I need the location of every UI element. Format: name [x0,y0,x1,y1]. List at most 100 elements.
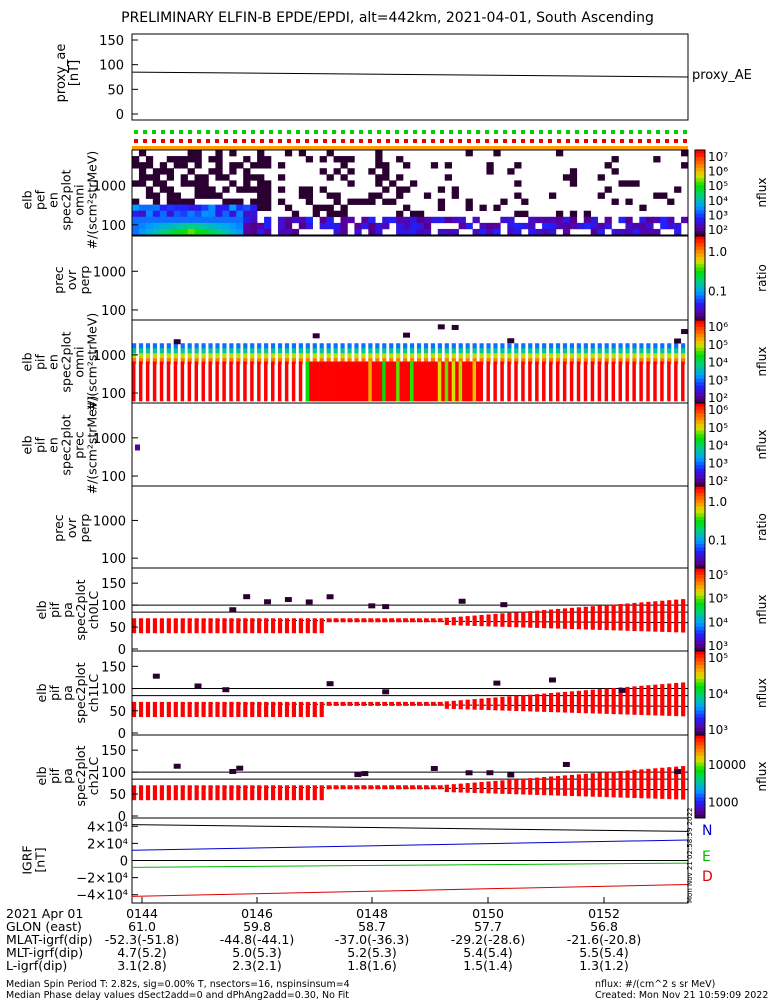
heatmap-cell [201,353,206,360]
heatmap-cell [243,186,251,193]
heatmap-cell [368,361,372,402]
heatmap-cell [625,358,630,365]
heatmap-cell [159,180,168,187]
ylabel-panel-8: elb [34,766,49,785]
heatmap-cell [173,353,178,360]
heatmap-cell [333,701,339,706]
xaxis-row-value: 0144 [126,906,158,921]
heatmap-cell [451,186,459,193]
heatmap-cell [187,228,195,236]
colorbar-cell [695,250,705,254]
heatmap-cell [562,775,568,796]
heatmap-cell [138,174,147,181]
colorbar-tick: 1.0 [708,495,727,509]
heatmap-cell [298,150,307,157]
heatmap-cell [229,785,234,801]
heatmap-cell [653,228,661,236]
heatmap-cell [430,348,436,355]
heatmap-cell [333,343,338,350]
heatmap-cell [166,192,174,199]
colorbar-cell [695,364,705,369]
heatmap-cell [528,361,532,402]
heatmap-cell [194,683,202,689]
colorbar-cell [695,661,705,666]
heatmap-cell [326,210,334,218]
heatmap-cell [194,150,202,157]
status-dot-green [386,130,390,134]
ytick-label: 0 [118,643,126,658]
heatmap-cell [250,701,255,717]
heatmap-cell [555,210,564,218]
heatmap-cell [187,150,195,157]
heatmap-cell [410,210,418,218]
status-dot-green [449,130,453,134]
colorbar-cell [695,423,705,428]
colorbar-cell [695,420,705,425]
heatmap-cell [361,343,366,350]
heatmap-cell [674,769,682,775]
status-dot-red [188,139,192,143]
ylabel-panel-4: #/(scm²strMeV) [85,396,100,495]
status-dot-green [548,130,552,134]
colorbar-cell [695,399,705,404]
heatmap-cell [535,348,540,355]
heatmap-cell [382,353,387,360]
heatmap-cell [569,168,578,175]
heatmap-cell [222,210,230,218]
heatmap-cell [222,228,230,236]
status-dot-red [170,139,174,143]
heatmap-cell [472,361,477,402]
heatmap-cell [277,162,286,169]
colorbar-cell [695,581,705,586]
status-dot-green [170,130,174,134]
heatmap-cell [326,618,332,623]
heatmap-cell [187,618,192,634]
colorbar-cell [695,602,705,607]
heatmap-cell [549,343,554,350]
heatmap-cell [493,780,498,794]
heatmap-cell [312,343,317,350]
heatmap-cell [444,174,452,181]
heatmap-cell [396,228,404,236]
ylabel-panel-5: perp [77,514,92,543]
heatmap-cell [465,198,473,205]
heatmap-cell [465,699,470,710]
colorbar-cell [695,437,705,442]
colorbar-cell [695,253,705,258]
heatmap-cell [521,695,526,712]
xaxis-row-value: 0148 [356,906,388,921]
heatmap-cell [472,615,477,626]
heatmap-cell [222,353,227,360]
status-dot-green [431,130,435,134]
heatmap-cell [549,358,554,365]
footer-right2: Created: Mon Nov 21 10:59:09 2022 [595,990,769,1001]
heatmap-cell [639,602,644,632]
heatmap-cell [145,216,154,224]
heatmap-cell [222,343,227,350]
heatmap-cell [312,210,320,218]
heatmap-cell [667,358,672,365]
heatmap-cell [271,353,276,360]
heatmap-cell [507,358,512,365]
heatmap-cell [465,770,473,776]
heatmap-cell [166,701,171,717]
heatmap-cell [535,216,543,224]
colorbar-cell [695,323,705,328]
colorbar-cell [695,358,705,362]
heatmap-cell [555,348,561,355]
colorbar-cell [695,804,705,809]
heatmap-cell [674,228,682,236]
heatmap-cell [138,361,143,402]
heatmap-cell [625,198,633,205]
heatmap-cell [549,192,557,199]
heatmap-cell [368,192,376,199]
heatmap-cell [375,162,383,169]
heatmap-cell [187,353,192,360]
heatmap-cell [611,604,616,631]
status-dot-red [260,139,264,143]
heatmap-cell [291,216,300,224]
heatmap-cell [583,348,588,355]
heatmap-cell [305,353,310,360]
ylabel-panel-8: spec2plot [73,745,88,806]
heatmap-cell [257,150,265,157]
